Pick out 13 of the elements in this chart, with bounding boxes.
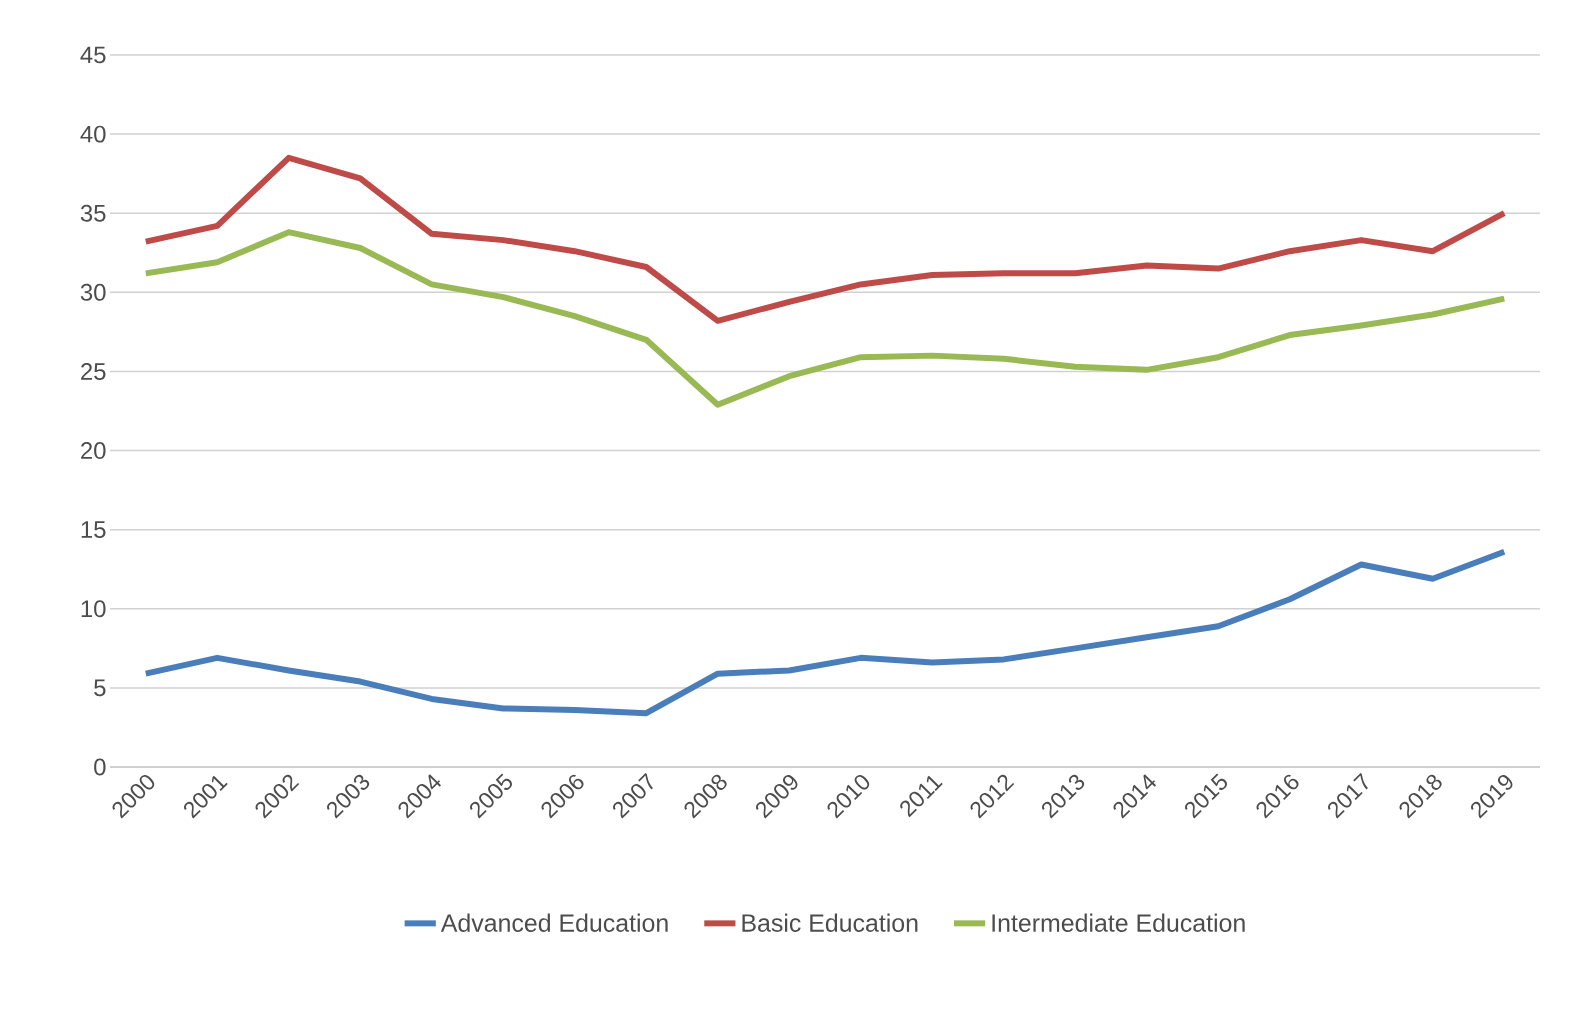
y-tick-label: 20 [81, 442, 106, 460]
y-tick-label: 0 [94, 758, 106, 776]
y-tick-label: 5 [94, 679, 106, 697]
y-tick-label: 40 [80, 125, 106, 143]
y-tick-label: 45 [80, 46, 106, 64]
y-tick-label: 30 [80, 283, 106, 301]
legend-label: Basic Education [742, 913, 918, 932]
legend-label: Advanced Education [440, 913, 668, 932]
y-tick-label: 25 [81, 362, 106, 380]
y-tick-label: 15 [81, 521, 106, 539]
y-tick-label: 10 [81, 600, 106, 618]
legend-label: Intermediate Education [992, 913, 1245, 932]
y-tick-label: 35 [80, 204, 106, 222]
